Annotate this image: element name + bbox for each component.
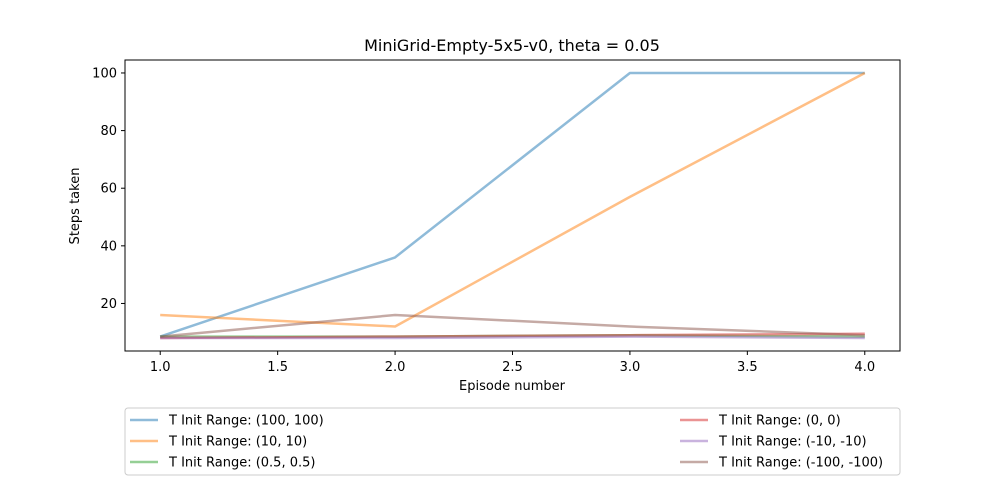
x-tick-label: 1.5 — [267, 360, 288, 375]
x-tick-label: 2.5 — [502, 360, 523, 375]
y-axis: 20 40 60 80 100 — [92, 66, 125, 312]
series-line-6 — [160, 313, 865, 338]
y-tick-label: 80 — [100, 124, 117, 139]
x-axis-label: Episode number — [459, 379, 566, 394]
series-line-5 — [160, 335, 865, 340]
series-line-1 — [159, 71, 865, 338]
y-axis-label: Steps taken — [68, 168, 83, 245]
legend-label: T Init Range: (100, 100) — [168, 414, 324, 429]
legend-items: T Init Range: (100, 100) T Init Range: (1… — [130, 414, 883, 471]
y-tick-label: 100 — [92, 66, 117, 81]
legend: T Init Range: (100, 100) T Init Range: (1… — [124, 407, 901, 476]
x-axis: 1.0 1.5 2.0 2.5 3.0 3.5 4.0 — [150, 351, 875, 375]
y-tick-label: 60 — [100, 182, 117, 197]
legend-label: T Init Range: (-100, -100) — [718, 456, 883, 471]
y-tick-label: 40 — [100, 239, 117, 254]
y-tick-label: 20 — [100, 297, 117, 312]
legend-label: T Init Range: (-10, -10) — [718, 435, 867, 450]
legend-label: T Init Range: (0.5, 0.5) — [168, 456, 315, 471]
x-tick-label: 2.0 — [385, 360, 406, 375]
series-line-2 — [160, 71, 866, 328]
series-layer — [159, 71, 866, 340]
legend-box — [124, 407, 901, 476]
chart-title: MiniGrid-Empty-5x5-v0, theta = 0.05 — [364, 36, 660, 55]
legend-label: T Init Range: (0, 0) — [718, 414, 841, 429]
x-tick-label: 4.0 — [854, 360, 875, 375]
x-tick-label: 1.0 — [150, 360, 171, 375]
x-tick-label: 3.0 — [620, 360, 641, 375]
legend-label: T Init Range: (10, 10) — [168, 435, 307, 450]
x-tick-label: 3.5 — [737, 360, 758, 375]
